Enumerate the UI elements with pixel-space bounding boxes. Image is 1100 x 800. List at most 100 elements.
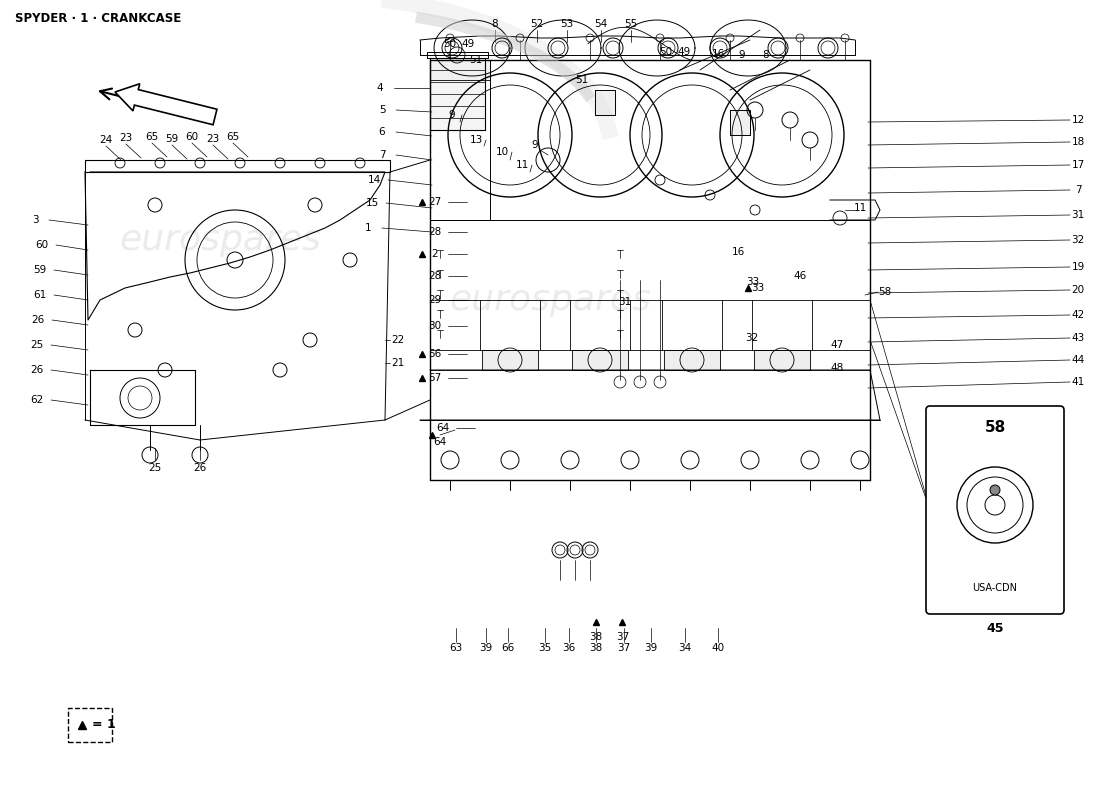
Text: 54: 54 — [594, 19, 607, 29]
Text: 33: 33 — [751, 283, 764, 293]
Text: 38: 38 — [590, 643, 603, 653]
Text: 39: 39 — [645, 643, 658, 653]
Text: 30: 30 — [428, 321, 441, 331]
Text: 10: 10 — [495, 147, 508, 157]
Text: 28: 28 — [428, 271, 441, 281]
Text: 9: 9 — [449, 110, 455, 120]
Text: 27: 27 — [428, 197, 441, 207]
Text: 31: 31 — [1071, 210, 1085, 220]
Text: 5: 5 — [378, 105, 385, 115]
Polygon shape — [572, 350, 628, 370]
Text: 63: 63 — [450, 643, 463, 653]
Text: 7: 7 — [1075, 185, 1081, 195]
Text: 66: 66 — [502, 643, 515, 653]
Text: 7: 7 — [378, 150, 385, 160]
Text: 42: 42 — [1071, 310, 1085, 320]
Text: 51: 51 — [470, 55, 483, 65]
Text: 48: 48 — [830, 363, 844, 373]
Text: USA-CDN: USA-CDN — [972, 583, 1018, 593]
Text: 49: 49 — [461, 39, 474, 49]
Text: eurospares: eurospares — [119, 223, 321, 257]
Text: 18: 18 — [1071, 137, 1085, 147]
Text: 36: 36 — [562, 643, 575, 653]
Text: 37: 37 — [616, 632, 629, 642]
Text: 16: 16 — [712, 49, 725, 59]
Text: 6: 6 — [378, 127, 385, 137]
Text: 9: 9 — [739, 50, 746, 60]
Text: 46: 46 — [793, 271, 806, 281]
Text: 52: 52 — [530, 19, 543, 29]
Text: 60: 60 — [35, 240, 48, 250]
Text: 55: 55 — [625, 19, 638, 29]
Text: 15: 15 — [365, 198, 378, 208]
Text: 47: 47 — [830, 340, 844, 350]
Text: eurospares: eurospares — [449, 283, 651, 317]
Text: 62: 62 — [31, 395, 44, 405]
Text: SPYDER · 1 · CRANKCASE: SPYDER · 1 · CRANKCASE — [15, 12, 182, 25]
Text: 20: 20 — [1071, 285, 1085, 295]
Polygon shape — [430, 58, 485, 130]
Circle shape — [990, 485, 1000, 495]
Text: 60: 60 — [186, 132, 199, 142]
Text: 64: 64 — [433, 437, 447, 447]
Text: 50: 50 — [443, 39, 456, 49]
Polygon shape — [595, 90, 615, 115]
Text: 21: 21 — [392, 358, 405, 368]
Text: 17: 17 — [1071, 160, 1085, 170]
Text: 2: 2 — [431, 249, 438, 259]
Text: 25: 25 — [31, 340, 44, 350]
Text: 58: 58 — [984, 421, 1005, 435]
Text: 31: 31 — [618, 297, 631, 307]
Text: 43: 43 — [1071, 333, 1085, 343]
Text: 59: 59 — [165, 134, 178, 144]
Text: 23: 23 — [120, 133, 133, 143]
Text: 38: 38 — [590, 632, 603, 642]
Text: 44: 44 — [1071, 355, 1085, 365]
Text: 51: 51 — [575, 75, 589, 85]
Text: 26: 26 — [32, 315, 45, 325]
Text: 56: 56 — [428, 349, 441, 359]
Text: 23: 23 — [207, 134, 220, 144]
Text: 40: 40 — [712, 643, 725, 653]
Text: 34: 34 — [679, 643, 692, 653]
Text: 45: 45 — [987, 622, 1003, 634]
Text: = 1: = 1 — [92, 718, 116, 731]
FancyArrow shape — [116, 84, 217, 125]
Text: 59: 59 — [33, 265, 46, 275]
Polygon shape — [754, 350, 810, 370]
Text: 32: 32 — [1071, 235, 1085, 245]
Text: 50: 50 — [659, 47, 672, 57]
Text: 11: 11 — [516, 160, 529, 170]
Text: 24: 24 — [99, 135, 112, 145]
Polygon shape — [482, 350, 538, 370]
Text: 3: 3 — [32, 215, 39, 225]
Text: 26: 26 — [194, 463, 207, 473]
Text: 11: 11 — [854, 203, 867, 213]
Text: 19: 19 — [1071, 262, 1085, 272]
FancyBboxPatch shape — [68, 708, 112, 742]
Text: 64: 64 — [437, 423, 450, 433]
Text: 33: 33 — [747, 277, 760, 287]
Text: 39: 39 — [480, 643, 493, 653]
Text: 12: 12 — [1071, 115, 1085, 125]
Text: 4: 4 — [376, 83, 383, 93]
Polygon shape — [730, 110, 750, 135]
Text: 65: 65 — [227, 132, 240, 142]
Text: 61: 61 — [33, 290, 46, 300]
Text: 41: 41 — [1071, 377, 1085, 387]
Text: 58: 58 — [879, 287, 892, 297]
Text: 35: 35 — [538, 643, 551, 653]
Polygon shape — [430, 60, 490, 80]
Polygon shape — [95, 75, 214, 120]
Text: 28: 28 — [428, 227, 441, 237]
Text: 53: 53 — [560, 19, 573, 29]
Text: 13: 13 — [470, 135, 483, 145]
Text: 32: 32 — [746, 333, 759, 343]
Text: 16: 16 — [732, 247, 745, 257]
Text: 8: 8 — [762, 50, 769, 60]
Text: 9: 9 — [531, 140, 538, 150]
FancyBboxPatch shape — [926, 406, 1064, 614]
Text: 49: 49 — [678, 47, 691, 57]
Text: 8: 8 — [492, 19, 498, 29]
Text: 65: 65 — [145, 132, 158, 142]
